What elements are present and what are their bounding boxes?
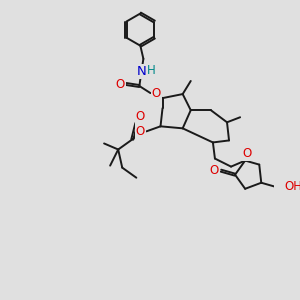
Text: H: H [147,64,156,77]
Text: OH: OH [284,180,300,193]
Text: O: O [152,87,161,100]
Text: O: O [136,125,145,138]
Text: O: O [116,77,125,91]
Text: O: O [209,164,218,177]
Text: N: N [136,65,146,78]
Text: O: O [242,147,252,160]
Text: O: O [136,110,145,123]
